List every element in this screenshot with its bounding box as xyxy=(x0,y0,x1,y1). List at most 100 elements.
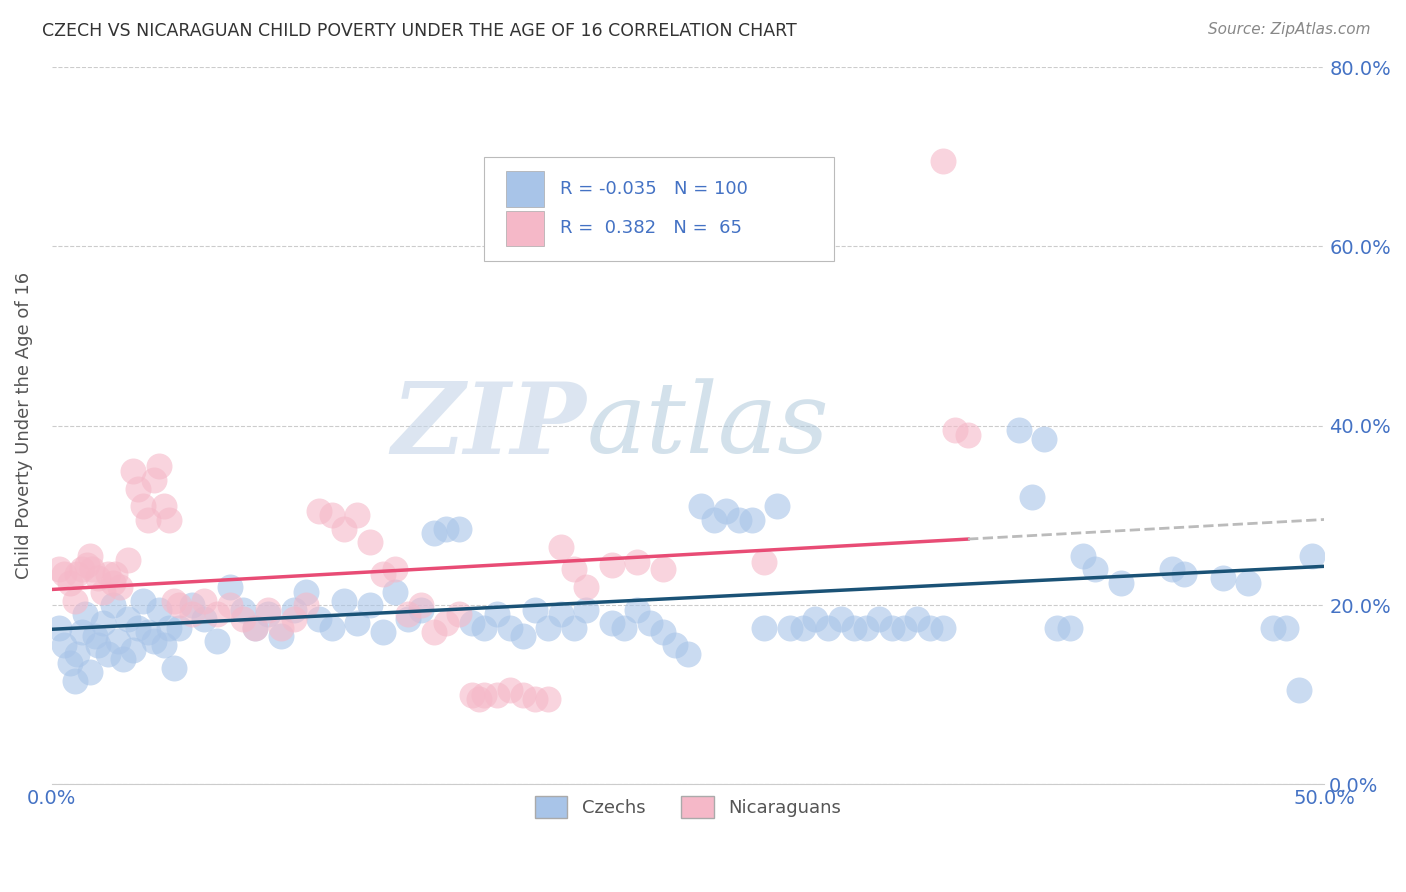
Text: Source: ZipAtlas.com: Source: ZipAtlas.com xyxy=(1208,22,1371,37)
Point xyxy=(855,620,877,634)
Point xyxy=(1263,620,1285,634)
Point xyxy=(205,607,228,621)
Point xyxy=(486,607,509,621)
Point xyxy=(333,522,356,536)
Point xyxy=(880,620,903,634)
Point xyxy=(868,611,890,625)
Point xyxy=(97,648,120,662)
Point xyxy=(66,648,89,662)
Point xyxy=(101,598,124,612)
Point xyxy=(63,593,86,607)
Point xyxy=(1288,683,1310,698)
Point xyxy=(180,598,202,612)
Point xyxy=(321,620,343,634)
Point xyxy=(232,602,254,616)
Point xyxy=(48,562,70,576)
Point xyxy=(486,688,509,702)
Point xyxy=(257,602,280,616)
Point xyxy=(321,508,343,523)
Point xyxy=(193,611,215,625)
Point xyxy=(91,584,114,599)
Point xyxy=(1160,562,1182,576)
Point xyxy=(499,620,522,634)
Point xyxy=(943,423,966,437)
Point xyxy=(346,508,368,523)
Point xyxy=(931,154,953,169)
Point xyxy=(142,634,165,648)
Point xyxy=(148,459,170,474)
Point xyxy=(163,593,186,607)
Text: R =  0.382   N =  65: R = 0.382 N = 65 xyxy=(560,219,741,237)
Point xyxy=(270,630,292,644)
Point xyxy=(86,639,108,653)
Point xyxy=(1275,620,1298,634)
Point xyxy=(152,500,174,514)
Point xyxy=(53,566,76,581)
Point xyxy=(163,661,186,675)
Point xyxy=(512,630,534,644)
Point xyxy=(1021,491,1043,505)
Point xyxy=(257,607,280,621)
Point xyxy=(626,555,648,569)
FancyBboxPatch shape xyxy=(485,157,834,260)
Point xyxy=(728,513,751,527)
FancyBboxPatch shape xyxy=(506,171,544,207)
Point xyxy=(651,562,673,576)
Point xyxy=(1084,562,1107,576)
Point xyxy=(97,566,120,581)
Point xyxy=(804,611,827,625)
Point xyxy=(73,607,96,621)
Point xyxy=(651,625,673,640)
Point xyxy=(600,558,623,572)
Point xyxy=(1046,620,1069,634)
Point xyxy=(562,620,585,634)
Point xyxy=(422,526,444,541)
Point xyxy=(371,566,394,581)
Point xyxy=(613,620,636,634)
Point xyxy=(76,558,98,572)
Point xyxy=(107,634,129,648)
Point xyxy=(905,611,928,625)
Point xyxy=(122,464,145,478)
Point xyxy=(308,504,330,518)
Point xyxy=(79,549,101,563)
Point xyxy=(101,575,124,590)
Point xyxy=(422,625,444,640)
Point xyxy=(86,571,108,585)
Point xyxy=(232,611,254,625)
Point xyxy=(111,652,134,666)
Point xyxy=(434,522,457,536)
Point xyxy=(626,602,648,616)
Point xyxy=(550,540,572,554)
Point xyxy=(122,643,145,657)
Point xyxy=(132,593,155,607)
Point xyxy=(575,580,598,594)
Y-axis label: Child Poverty Under the Age of 16: Child Poverty Under the Age of 16 xyxy=(15,272,32,579)
Point xyxy=(66,566,89,581)
Point xyxy=(1033,432,1056,446)
Point xyxy=(474,688,496,702)
Point xyxy=(79,665,101,680)
Point xyxy=(48,620,70,634)
Point xyxy=(918,620,941,634)
Point xyxy=(957,427,980,442)
Point xyxy=(588,230,610,244)
Point xyxy=(512,688,534,702)
Point xyxy=(817,620,839,634)
Point xyxy=(461,688,484,702)
Point xyxy=(447,607,470,621)
Point xyxy=(180,607,202,621)
Point xyxy=(562,562,585,576)
Point xyxy=(333,593,356,607)
Point xyxy=(384,584,406,599)
Point xyxy=(537,692,560,706)
Point xyxy=(63,674,86,689)
Point xyxy=(1173,566,1195,581)
Point xyxy=(157,620,180,634)
FancyBboxPatch shape xyxy=(506,211,544,246)
Point xyxy=(792,620,814,634)
Point xyxy=(270,620,292,634)
Point xyxy=(1301,549,1323,563)
Point xyxy=(138,625,160,640)
Point xyxy=(830,611,852,625)
